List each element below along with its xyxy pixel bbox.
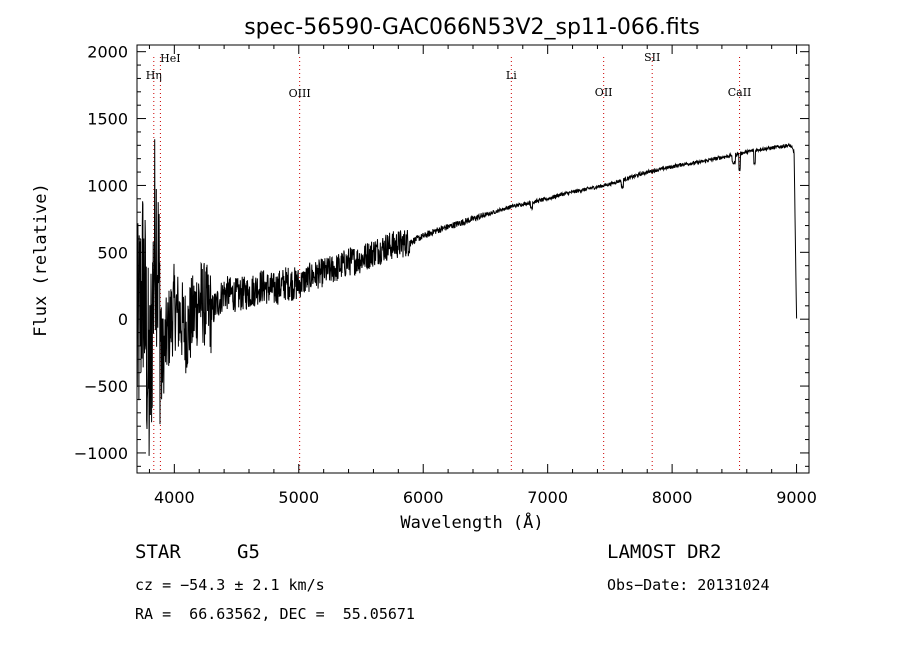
y-tick-label: 0 [118,310,128,329]
emission-line-markers [153,57,741,473]
y-tick-label: −500 [84,377,128,396]
x-tick-label: 5000 [278,488,319,507]
y-tick-label: 2000 [87,43,128,62]
coordinates: RA = 66.63562, DEC = 55.05671 [135,605,415,623]
plot-frame [136,44,810,474]
redshift-velocity: cz = −54.3 ± 2.1 km/s [135,576,325,594]
spectrum-line [137,139,798,456]
y-tick-label: 1500 [87,110,128,129]
x-tick-label: 7000 [527,488,568,507]
emission-line-label: SII [644,51,660,64]
x-tick-label: 9000 [776,488,817,507]
x-axis-label: Wavelength (Å) [400,511,543,533]
y-tick-label: −1000 [74,444,128,463]
emission-line-label: Hη [146,69,162,82]
object-class: STAR [135,541,181,563]
y-tick-label: 1000 [87,176,128,195]
x-tick-label: 6000 [403,488,444,507]
y-axis-label: Flux (relative) [31,183,51,337]
emission-line-label: CaII [728,86,752,99]
emission-line-label: OIII [289,87,311,100]
emission-line-label: HeI [160,52,180,65]
emission-line-label: OII [595,86,613,99]
x-tick-label: 4000 [154,488,195,507]
emission-line-label: Li [506,69,517,82]
observation-date: Obs−Date: 20131024 [607,576,770,594]
x-axis-ticks: 4000 5000 6000 7000 8000 9000 [148,45,817,507]
object-subclass: G5 [237,541,260,563]
chart-title: spec-56590-GAC066N53V2_sp11-066.fits [244,15,700,40]
survey-name: LAMOST DR2 [607,541,722,563]
x-tick-label: 8000 [652,488,693,507]
y-axis-ticks: −1000 −500 0 500 1000 1500 2000 [74,43,809,467]
y-tick-label: 500 [97,243,128,262]
emission-line-labels: HeI Hη OIII Li OII SII CaII [146,51,752,100]
